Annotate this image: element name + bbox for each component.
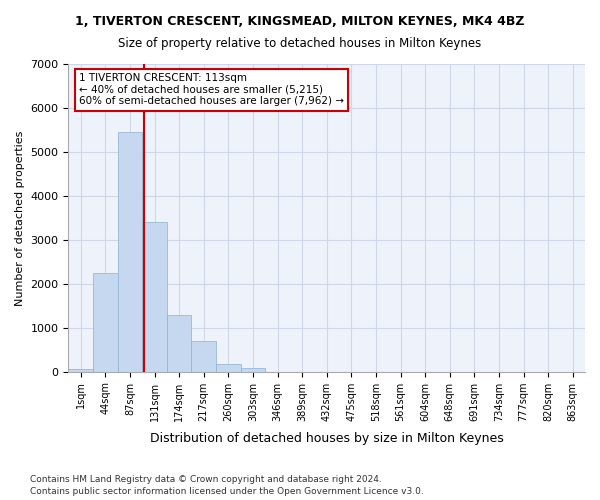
X-axis label: Distribution of detached houses by size in Milton Keynes: Distribution of detached houses by size …	[150, 432, 503, 445]
Bar	[68, 370, 93, 372]
Bar	[216, 364, 241, 372]
Bar	[241, 368, 265, 372]
Text: Size of property relative to detached houses in Milton Keynes: Size of property relative to detached ho…	[118, 38, 482, 51]
Text: 1, TIVERTON CRESCENT, KINGSMEAD, MILTON KEYNES, MK4 4BZ: 1, TIVERTON CRESCENT, KINGSMEAD, MILTON …	[75, 15, 525, 28]
Y-axis label: Number of detached properties: Number of detached properties	[15, 130, 25, 306]
Bar	[118, 132, 142, 372]
Text: Contains HM Land Registry data © Crown copyright and database right 2024.: Contains HM Land Registry data © Crown c…	[30, 475, 382, 484]
Bar	[93, 273, 118, 372]
Bar	[167, 314, 191, 372]
Text: Contains public sector information licensed under the Open Government Licence v3: Contains public sector information licen…	[30, 487, 424, 496]
Bar	[191, 341, 216, 372]
Text: 1 TIVERTON CRESCENT: 113sqm
← 40% of detached houses are smaller (5,215)
60% of : 1 TIVERTON CRESCENT: 113sqm ← 40% of det…	[79, 73, 344, 106]
Bar	[142, 222, 167, 372]
